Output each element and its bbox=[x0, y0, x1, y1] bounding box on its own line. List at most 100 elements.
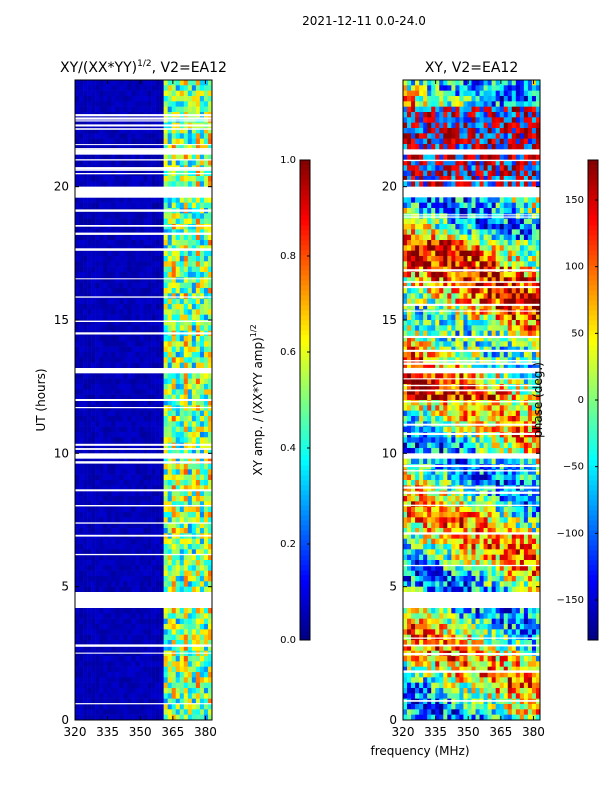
heatmap-cell bbox=[199, 394, 205, 401]
heatmap-cell bbox=[139, 314, 144, 321]
heatmap-cell bbox=[119, 240, 124, 246]
heatmap-cell bbox=[527, 106, 533, 113]
heatmap-cell bbox=[143, 581, 148, 587]
heatmap-cell bbox=[147, 346, 152, 353]
heatmap-cell bbox=[159, 693, 164, 699]
heatmap-cell bbox=[143, 624, 148, 630]
heatmap-cell bbox=[107, 581, 112, 587]
heatmap-cell bbox=[99, 277, 104, 283]
heatmap-cell bbox=[187, 282, 193, 289]
heatmap-cell bbox=[83, 149, 88, 155]
heatmap-cell bbox=[459, 186, 464, 193]
heatmap-cell bbox=[411, 176, 416, 182]
heatmap-cell bbox=[159, 341, 164, 347]
heatmap-cell bbox=[123, 272, 128, 278]
heatmap-cell bbox=[191, 672, 197, 678]
heatmap-cell bbox=[511, 112, 517, 118]
heatmap-cell bbox=[171, 416, 177, 422]
heatmap-cell bbox=[99, 400, 104, 406]
heatmap-cell bbox=[155, 714, 160, 721]
heatmap-cell bbox=[187, 538, 193, 545]
heatmap-cell bbox=[191, 218, 197, 225]
heatmap-cell bbox=[155, 101, 160, 107]
heatmap-cell bbox=[175, 410, 181, 417]
heatmap-cell bbox=[99, 576, 104, 582]
heatmap-cell bbox=[107, 389, 112, 395]
heatmap-cell bbox=[111, 581, 116, 587]
y-tick-label: 20 bbox=[54, 180, 69, 194]
heatmap-cell bbox=[199, 421, 205, 427]
heatmap-cell bbox=[95, 506, 100, 513]
colorbar-tick-label: 0.4 bbox=[280, 443, 296, 454]
heatmap-cell bbox=[151, 538, 156, 545]
heatmap-cell bbox=[167, 389, 173, 395]
heatmap-cell bbox=[111, 538, 116, 545]
heatmap-cell bbox=[207, 336, 213, 342]
heatmap-cell bbox=[199, 298, 205, 305]
heatmap-cell bbox=[119, 256, 124, 262]
heatmap-cell bbox=[491, 112, 496, 118]
heatmap-cell bbox=[75, 682, 80, 689]
heatmap-cell bbox=[459, 96, 464, 102]
heatmap-cell bbox=[175, 549, 181, 555]
heatmap-cell bbox=[411, 181, 416, 187]
heatmap-cell bbox=[135, 688, 140, 694]
heatmap-cell bbox=[147, 560, 152, 566]
heatmap-cell bbox=[87, 400, 92, 406]
heatmap-cell bbox=[91, 474, 96, 481]
heatmap-cell bbox=[79, 352, 84, 358]
heatmap-cell bbox=[119, 320, 124, 326]
colorbar-swatch bbox=[300, 365, 310, 371]
heatmap-cell bbox=[99, 677, 104, 683]
heatmap-cell bbox=[147, 480, 152, 486]
heatmap-cell bbox=[199, 586, 205, 593]
heatmap-cell bbox=[151, 672, 156, 678]
heatmap-cell bbox=[179, 309, 185, 315]
heatmap-cell bbox=[119, 474, 124, 481]
heatmap-cell bbox=[167, 250, 173, 257]
heatmap-cell bbox=[435, 112, 440, 118]
heatmap-cell bbox=[435, 133, 440, 139]
heatmap-cell bbox=[143, 645, 148, 651]
heatmap-cell bbox=[199, 613, 205, 619]
heatmap-cell bbox=[147, 538, 152, 545]
heatmap-cell bbox=[155, 133, 160, 139]
heatmap-cell bbox=[487, 170, 492, 177]
heatmap-cell bbox=[127, 480, 132, 486]
heatmap-cell bbox=[119, 554, 124, 561]
heatmap-cell bbox=[167, 416, 173, 422]
heatmap-cell bbox=[495, 181, 501, 187]
heatmap-cell bbox=[167, 362, 173, 369]
heatmap-cell bbox=[111, 448, 116, 454]
heatmap-cell bbox=[199, 602, 205, 609]
heatmap-cell bbox=[143, 117, 148, 123]
heatmap-cell bbox=[127, 96, 132, 102]
heatmap-cell bbox=[411, 90, 416, 97]
heatmap-cell bbox=[75, 634, 80, 641]
heatmap-cell bbox=[515, 101, 521, 107]
heatmap-cell bbox=[163, 341, 168, 347]
heatmap-cell bbox=[127, 410, 132, 417]
heatmap-cell bbox=[99, 629, 104, 635]
heatmap-cell bbox=[75, 192, 80, 198]
heatmap-cell bbox=[91, 357, 96, 363]
heatmap-cell bbox=[103, 346, 108, 353]
heatmap-cell bbox=[475, 117, 480, 123]
heatmap-cell bbox=[139, 469, 144, 475]
heatmap-cell bbox=[79, 682, 84, 689]
heatmap-cell bbox=[207, 640, 213, 646]
heatmap-cell bbox=[171, 304, 177, 310]
heatmap-cell bbox=[459, 128, 464, 134]
heatmap-cell bbox=[143, 704, 148, 710]
heatmap-cell bbox=[523, 117, 529, 123]
heatmap-cell bbox=[127, 688, 132, 694]
colorbar-swatch bbox=[300, 340, 310, 346]
heatmap-cell bbox=[199, 576, 205, 582]
heatmap-cell bbox=[195, 352, 201, 358]
heatmap-cell bbox=[159, 117, 164, 123]
heatmap-cell bbox=[95, 101, 100, 107]
heatmap-cell bbox=[487, 90, 492, 97]
heatmap-cell bbox=[87, 581, 92, 587]
heatmap-cell bbox=[159, 160, 164, 166]
colorbar-swatch bbox=[300, 380, 310, 386]
